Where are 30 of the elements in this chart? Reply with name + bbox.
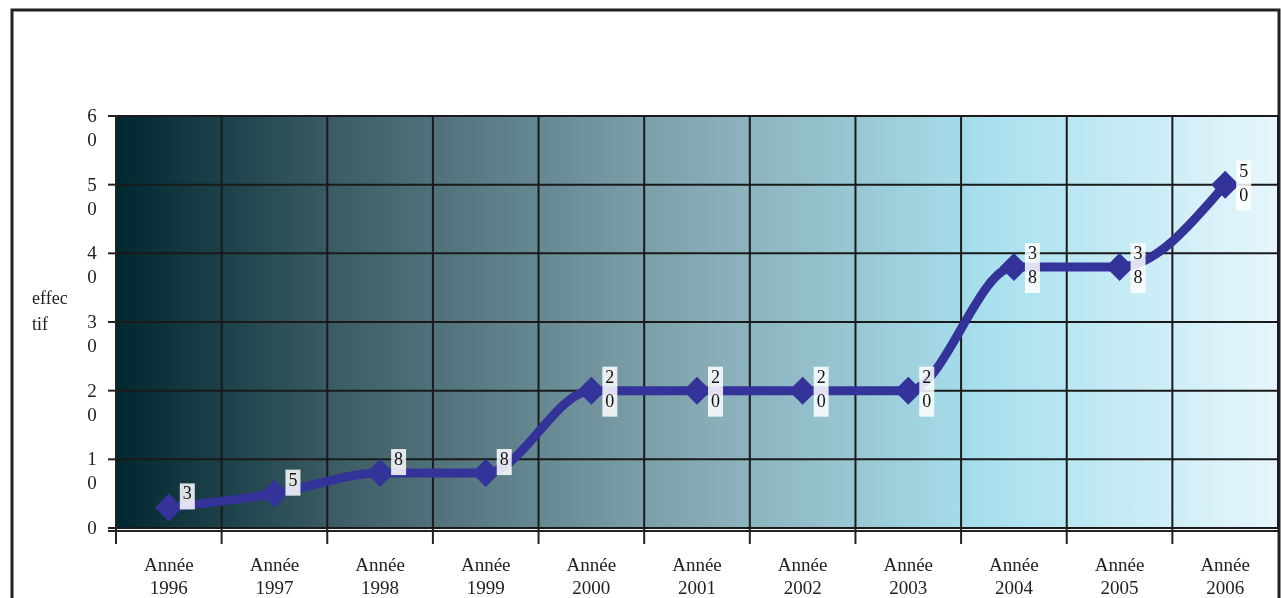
x-tick-label: Année 2001 bbox=[672, 554, 722, 598]
y-axis-title: effectif bbox=[32, 288, 68, 334]
data-label: 3 8 bbox=[1027, 243, 1037, 288]
data-label: 5 bbox=[288, 469, 298, 490]
x-tick-label: Année 2004 bbox=[989, 554, 1039, 598]
y-tick-label: 2 0 bbox=[87, 379, 97, 425]
data-label: 8 bbox=[394, 449, 404, 470]
data-label: 5 0 bbox=[1239, 160, 1249, 205]
x-tick-label: Année 1997 bbox=[249, 554, 300, 598]
x-tick-label: Année 2003 bbox=[883, 554, 934, 598]
data-label: 2 0 bbox=[922, 366, 932, 411]
y-tick-label: 3 0 bbox=[87, 311, 97, 356]
y-tick-label: 4 0 bbox=[87, 242, 98, 288]
data-label: 2 0 bbox=[711, 366, 720, 411]
x-tick-label: Année 1996 bbox=[144, 554, 194, 598]
x-tick-label: Année 1998 bbox=[355, 554, 405, 598]
x-tick-label: Année 2006 bbox=[1200, 554, 1250, 598]
y-tick-label: 6 0 bbox=[87, 105, 97, 150]
data-label: 3 8 bbox=[1133, 243, 1143, 288]
x-tick-label: Année 2000 bbox=[566, 554, 617, 598]
x-tick-label: Année 1999 bbox=[460, 554, 511, 598]
data-label: 2 0 bbox=[816, 366, 826, 411]
data-label: 2 0 bbox=[605, 366, 615, 411]
x-tick-label: Année 2002 bbox=[777, 554, 828, 598]
y-tick-label: 0 bbox=[87, 517, 97, 538]
x-tick-label: Année 2005 bbox=[1094, 554, 1145, 598]
data-label: 8 bbox=[499, 449, 509, 470]
y-tick-label: 1 0 bbox=[87, 448, 97, 494]
y-tick-label: 5 0 bbox=[87, 173, 97, 219]
data-label: 3 bbox=[182, 483, 192, 504]
